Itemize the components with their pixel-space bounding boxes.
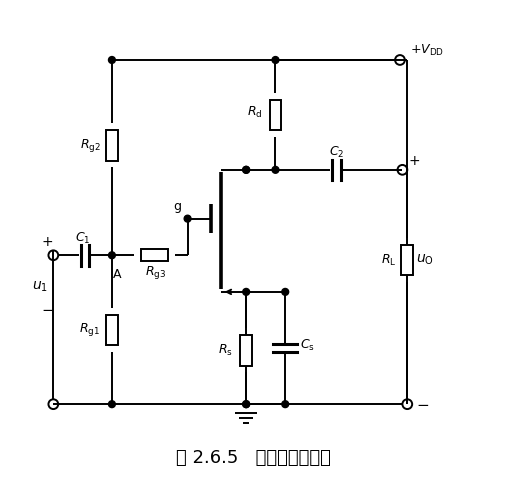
Text: A: A — [113, 268, 121, 281]
Circle shape — [272, 56, 279, 63]
Circle shape — [243, 289, 249, 295]
Text: $-$: $-$ — [416, 396, 429, 410]
Bar — [270, 100, 281, 130]
Text: $R_{\rm g2}$: $R_{\rm g2}$ — [80, 137, 100, 154]
Circle shape — [108, 252, 115, 259]
Circle shape — [243, 166, 249, 173]
Circle shape — [184, 215, 191, 222]
Circle shape — [243, 401, 249, 408]
Text: $C_1$: $C_1$ — [75, 231, 90, 246]
Circle shape — [108, 401, 115, 408]
Text: $R_{\rm s}$: $R_{\rm s}$ — [218, 343, 233, 358]
Text: $C_2$: $C_2$ — [329, 145, 344, 160]
Text: $R_{\rm g3}$: $R_{\rm g3}$ — [145, 264, 166, 281]
Text: $u_{\rm O}$: $u_{\rm O}$ — [416, 253, 434, 267]
Bar — [402, 245, 413, 275]
Text: $+$: $+$ — [408, 154, 420, 168]
Text: $-$: $-$ — [41, 301, 54, 317]
Circle shape — [243, 401, 249, 408]
Bar — [141, 249, 168, 261]
Text: 图 2.6.5   分压式偏置电路: 图 2.6.5 分压式偏置电路 — [176, 449, 331, 467]
Text: $R_{\rm d}$: $R_{\rm d}$ — [247, 105, 263, 120]
Text: $u_1$: $u_1$ — [31, 280, 48, 294]
Circle shape — [243, 166, 249, 173]
Text: $C_{\rm s}$: $C_{\rm s}$ — [300, 338, 315, 353]
Text: $+V_{\rm DD}$: $+V_{\rm DD}$ — [410, 42, 444, 57]
Text: g: g — [173, 200, 181, 214]
Bar — [106, 315, 118, 345]
Circle shape — [282, 289, 288, 295]
Bar — [106, 130, 118, 161]
Text: $R_{\rm g1}$: $R_{\rm g1}$ — [80, 321, 100, 338]
Circle shape — [282, 401, 288, 408]
Circle shape — [108, 56, 115, 63]
Text: $+$: $+$ — [42, 235, 54, 248]
Bar — [240, 335, 252, 366]
Circle shape — [272, 166, 279, 173]
Text: $R_{\rm L}$: $R_{\rm L}$ — [381, 252, 396, 268]
